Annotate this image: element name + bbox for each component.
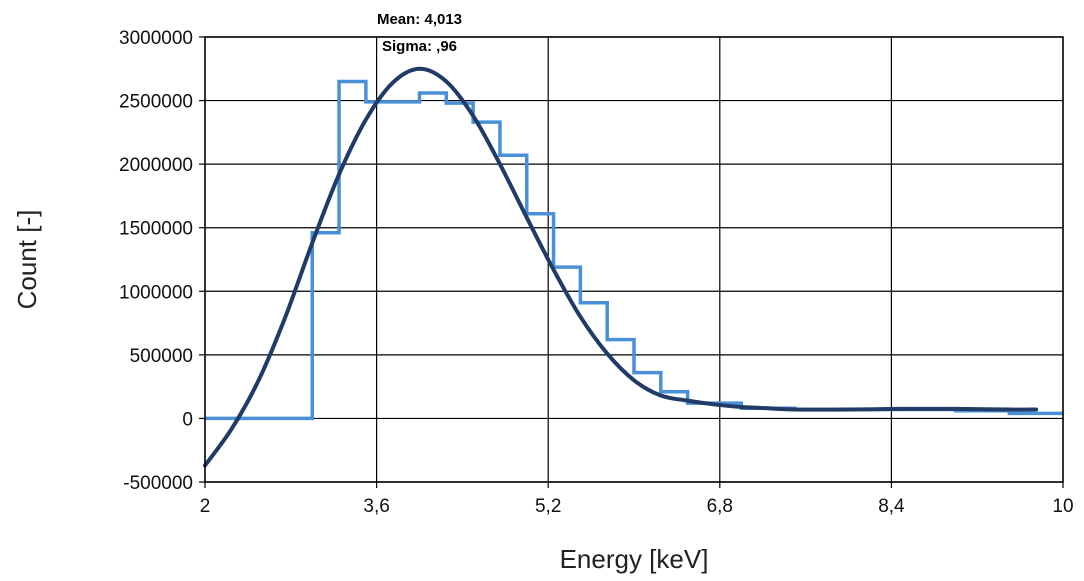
histogram-step-line — [205, 79, 1063, 421]
y-tick-label: 1000000 — [119, 282, 193, 303]
sigma-annotation: Sigma: ,96 — [382, 38, 457, 55]
x-tick-label: 10 — [1052, 496, 1073, 517]
y-tick-label: 0 — [182, 409, 193, 430]
y-tick-label: -500000 — [123, 473, 193, 494]
x-tick-label: 3,6 — [363, 496, 389, 517]
gaussian-fit-curve — [203, 66, 1039, 468]
y-axis-title: Count [-] — [12, 210, 42, 310]
mean-annotation: Mean: 4,013 — [377, 11, 462, 28]
chart-grid — [204, 36, 1064, 483]
x-tick-label: 5,2 — [535, 496, 561, 517]
y-tick-label: 1500000 — [119, 219, 193, 240]
x-tick-label: 8,4 — [878, 496, 905, 517]
tick-labels: -500000 0 500000 1000000 1500000 2000000 25000… — [119, 28, 1074, 517]
series-layer — [203, 66, 1063, 468]
x-axis-title: Energy [keV] — [560, 544, 709, 574]
x-tick-label: 6,8 — [707, 496, 733, 517]
y-tick-label: 2500000 — [119, 92, 193, 113]
y-tick-label: 500000 — [130, 346, 193, 367]
y-tick-label: 3000000 — [119, 28, 193, 49]
plot-frame — [204, 36, 1064, 483]
y-tick-label: 2000000 — [119, 155, 193, 176]
x-tick-label: 2 — [200, 496, 211, 517]
